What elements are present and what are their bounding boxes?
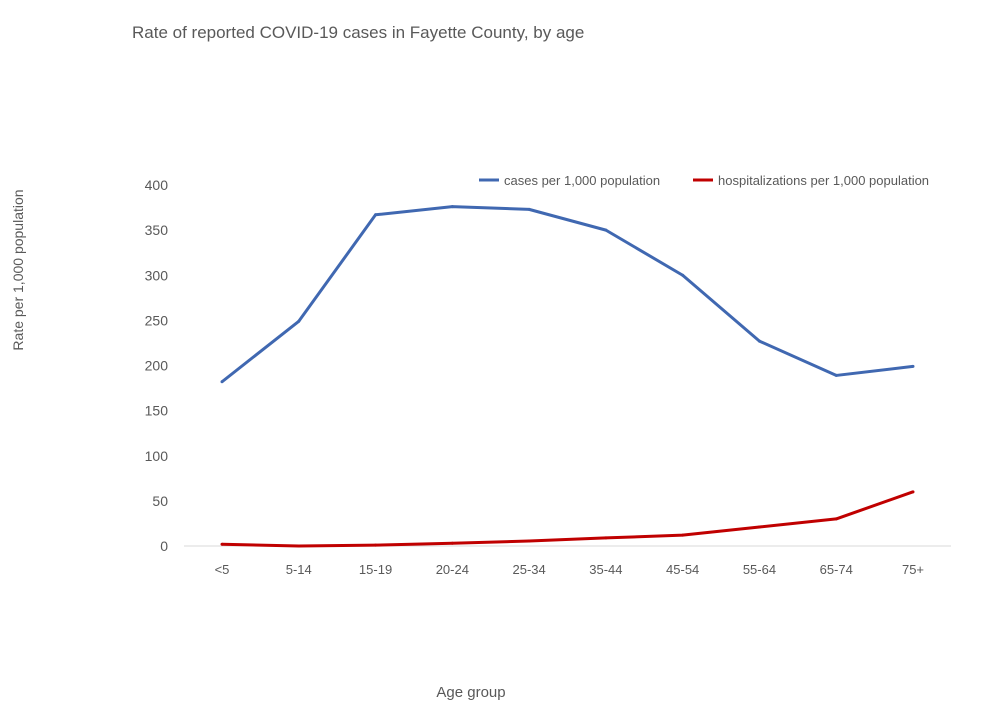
data-point	[604, 228, 608, 232]
data-point	[757, 339, 761, 343]
y-tick-label: 250	[145, 312, 169, 328]
series-line-0	[221, 205, 914, 383]
data-point	[757, 525, 761, 529]
data-point	[527, 207, 531, 211]
data-point	[834, 517, 838, 521]
x-tick-label: 65-74	[820, 562, 853, 577]
chart-title: Rate of reported COVID-19 cases in Fayet…	[132, 23, 584, 42]
x-tick-label: 35-44	[589, 562, 622, 577]
data-point	[297, 544, 301, 548]
x-tick-label: 55-64	[743, 562, 776, 577]
x-tick-label: 15-19	[359, 562, 392, 577]
data-point	[450, 205, 454, 209]
legend-label: hospitalizations per 1,000 population	[718, 173, 929, 188]
y-tick-label: 350	[145, 222, 169, 238]
y-tick-label: 300	[145, 267, 169, 283]
y-axis-label: Rate per 1,000 population	[10, 189, 26, 350]
data-point	[911, 490, 915, 494]
data-point	[220, 380, 224, 384]
data-point	[834, 373, 838, 377]
y-tick-label: 200	[145, 358, 169, 374]
data-point	[374, 213, 378, 217]
x-tick-label: 75+	[902, 562, 924, 577]
x-tick-label: 5-14	[286, 562, 312, 577]
x-tick-label: 45-54	[666, 562, 699, 577]
data-point	[911, 364, 915, 368]
legend-label: cases per 1,000 population	[504, 173, 660, 188]
x-tick-label: <5	[215, 562, 230, 577]
x-tick-label: 20-24	[436, 562, 469, 577]
data-point	[681, 533, 685, 537]
data-point	[527, 539, 531, 543]
x-tick-label: 25-34	[512, 562, 545, 577]
data-point	[681, 273, 685, 277]
data-point	[374, 543, 378, 547]
data-point	[604, 536, 608, 540]
y-tick-label: 400	[145, 177, 169, 193]
series-line-1	[221, 490, 914, 548]
data-point	[450, 541, 454, 545]
y-tick-label: 150	[145, 403, 169, 419]
y-tick-label: 0	[160, 538, 168, 554]
x-axis-label: Age group	[436, 684, 505, 701]
data-point	[220, 542, 224, 546]
data-point	[297, 319, 301, 323]
y-tick-label: 50	[152, 493, 168, 509]
y-tick-label: 100	[145, 448, 169, 464]
